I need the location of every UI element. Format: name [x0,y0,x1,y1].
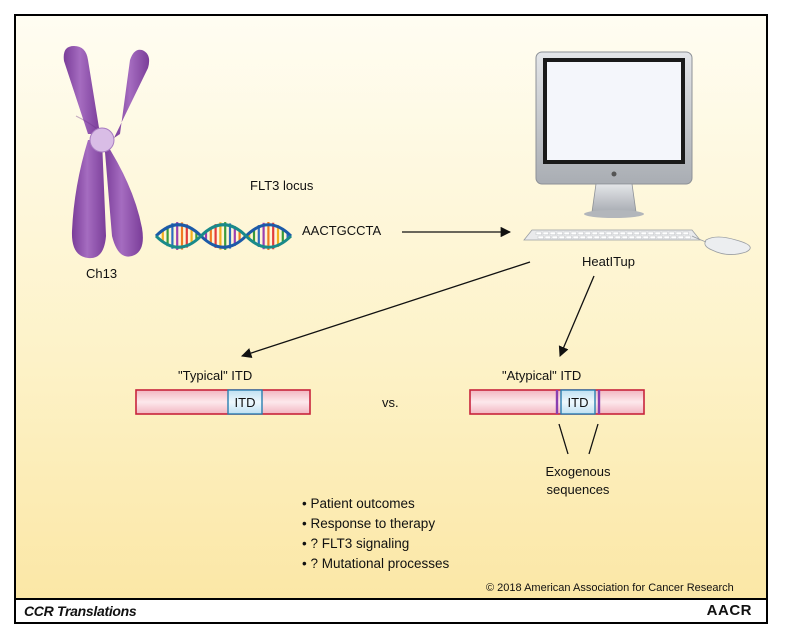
keyboard-key [544,235,551,239]
software-label: HeatITup [582,254,635,269]
keyboard-key [551,235,558,239]
typical-itd-text: ITD [235,395,256,410]
keyboard-key [577,231,584,235]
keyboard-key [670,235,677,239]
keyboard-key [535,231,542,235]
footer-bar: CCR Translations AACR [16,598,766,622]
keyboard-key [598,231,605,235]
typical-itd-bar: ITD [135,389,311,415]
keyboard-key [621,235,628,239]
keyboard-key [635,235,642,239]
keyboard-key [542,231,549,235]
keyboard-key [677,235,684,239]
software-to-typical-arrow [241,261,531,359]
typical-itd-segment [227,389,263,415]
keyboard-key [607,235,614,239]
atypical-itd-label: "Atypical" ITD [502,368,581,383]
keyboard-key [584,231,591,235]
atypical-itd-segment [560,389,596,415]
software-to-atypical-arrow [558,275,595,357]
keyboard-key [572,235,579,239]
keyboard-icon [523,229,701,241]
list-item: • Response to therapy [302,516,435,531]
keyboard-key [668,231,675,235]
exogenous-pointer-left [558,423,569,455]
keyboard-key [570,231,577,235]
keyboard-key [614,235,621,239]
keyboard-key [558,235,565,239]
keyboard-key [537,235,544,239]
figure-frame: Ch13 FLT3 locus AACTGCCTA [14,14,768,624]
keyboard-key [612,231,619,235]
keyboard-key [605,231,612,235]
locus-label: FLT3 locus [250,178,314,193]
keyboard-key [619,231,626,235]
keyboard-key [661,231,668,235]
journal-section-title: CCR Translations [24,603,137,619]
keyboard-key [628,235,635,239]
keyboard-key [675,231,682,235]
keyboard-key [640,231,647,235]
exogenous-label-line1: Exogenous [545,464,611,479]
list-item: • ? Mutational processes [302,556,450,571]
exogenous-label-line2: sequences [547,482,610,497]
keyboard-key [591,231,598,235]
keyboard-key [649,235,656,239]
keyboard-key [586,235,593,239]
keyboard-key [549,231,556,235]
keyboard-key [642,235,649,239]
centromere-icon [89,127,115,153]
mouse-icon [691,235,751,255]
exogenous-pointer-right [588,423,599,455]
atypical-itd-text: ITD [568,395,589,410]
atypical-itd-bar: ITD [469,389,645,415]
keyboard-key [682,231,689,235]
keyboard-key [684,235,691,239]
list-item: • Patient outcomes [302,496,415,511]
chromosome-icon [63,46,150,259]
dna-helix-icon [154,222,293,250]
implications-list: • Patient outcomes • Response to therapy… [302,496,450,571]
keyboard-key [593,235,600,239]
keyboard-key [579,235,586,239]
keyboard-key [663,235,670,239]
keyboard-key [633,231,640,235]
keyboard-key [626,231,633,235]
chromosome-label: Ch13 [86,266,117,281]
publisher-logo: AACR [706,602,752,619]
copyright-notice: © 2018 American Association for Cancer R… [486,582,734,594]
keyboard-key [647,231,654,235]
keyboard-key [556,231,563,235]
typical-itd-label: "Typical" ITD [178,368,252,383]
computer-monitor-icon [535,51,693,218]
keyboard-key [656,235,663,239]
diagram-canvas: Ch13 FLT3 locus AACTGCCTA [63,46,751,594]
vs-label: vs. [382,395,399,410]
diagram-panel: Ch13 FLT3 locus AACTGCCTA [16,16,766,598]
sequence-label: AACTGCCTA [302,223,382,238]
keyboard-key [565,235,572,239]
screen [547,62,681,160]
keyboard-key [654,231,661,235]
keyboard-key [600,235,607,239]
keyboard-key [563,231,570,235]
list-item: • ? FLT3 signaling [302,536,409,551]
